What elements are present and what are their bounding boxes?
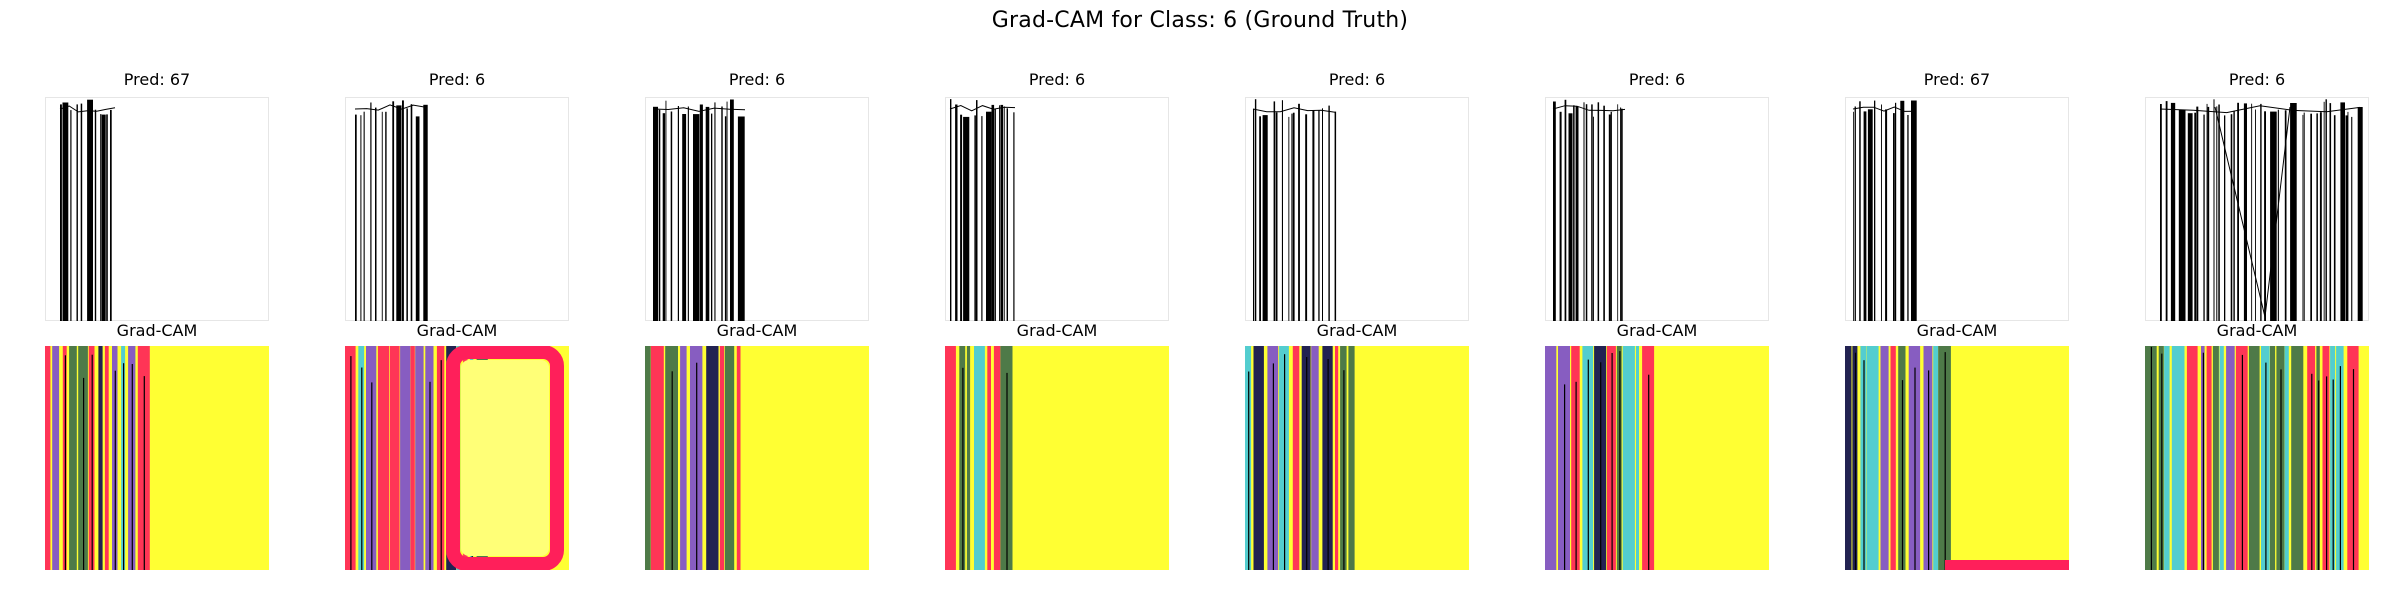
cam-overlay [45,346,150,570]
gradcam-title: Grad-CAM [716,321,798,340]
gradcam-heatmap [2145,346,2369,570]
gradcam-title: Grad-CAM [2216,321,2298,340]
figure-title: Grad-CAM for Class: 6 (Ground Truth) [991,8,1409,33]
signal-image [945,97,1169,321]
signal-strokes [1252,99,1337,321]
cam-overlay [345,346,564,570]
gradcam-title: Grad-CAM [1916,321,1998,340]
cam-overlay [2145,346,2359,570]
gradcam-heatmap [1245,346,1469,570]
signal-image [645,97,869,321]
signal-strokes [1552,99,1626,321]
cam-overlay [1845,346,2069,570]
prediction-title: Pred: 6 [1028,70,1086,89]
cam-overlay [645,346,741,570]
prediction-title: Pred: 67 [1923,70,1991,89]
gradcam-title: Grad-CAM [1016,321,1098,340]
gradcam-heatmap [1845,346,2069,570]
cam-overlay [1245,346,1355,570]
cam-overlay [945,346,1013,570]
signal-image [1245,97,1469,321]
signal-strokes [949,99,1016,321]
signal-strokes [354,100,428,321]
signal-image [2145,97,2369,321]
prediction-title: Pred: 6 [1328,70,1386,89]
signal-strokes [59,99,116,321]
gradcam-title: Grad-CAM [116,321,198,340]
gradcam-heatmap [1545,346,1769,570]
gradcam-heatmap [345,346,569,570]
prediction-title: Pred: 6 [728,70,786,89]
signal-image [1545,97,1769,321]
prediction-title: Pred: 67 [123,70,191,89]
signal-strokes [1852,100,1917,321]
signal-image [345,97,569,321]
signal-strokes [2159,99,2363,321]
signal-strokes [652,99,746,321]
gradcam-heatmap [645,346,869,570]
signal-image [45,97,269,321]
cam-overlay [1545,346,1655,570]
gradcam-heatmap [45,346,269,570]
prediction-title: Pred: 6 [2228,70,2286,89]
gradcam-title: Grad-CAM [416,321,498,340]
prediction-title: Pred: 6 [428,70,486,89]
signal-image [1845,97,2069,321]
prediction-title: Pred: 6 [1628,70,1686,89]
gradcam-heatmap [945,346,1169,570]
gradcam-title: Grad-CAM [1316,321,1398,340]
gradcam-title: Grad-CAM [1616,321,1698,340]
